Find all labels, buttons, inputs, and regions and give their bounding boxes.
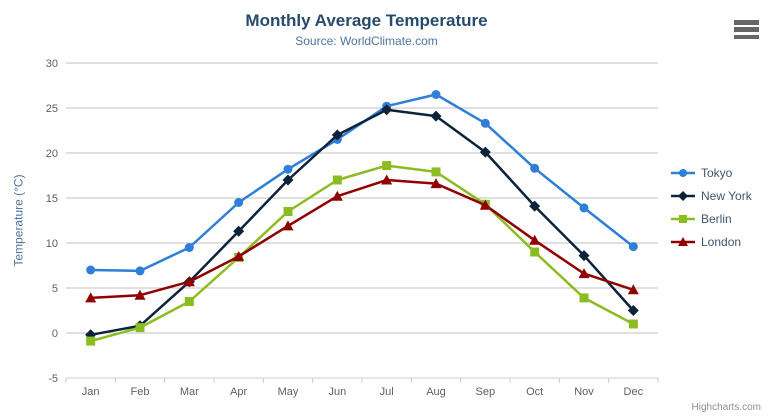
legend-marker-tokyo [671, 168, 695, 177]
export-menu-button[interactable] [734, 20, 759, 39]
legend-label-berlin: Berlin [701, 211, 732, 226]
y-tick-label: 25 [46, 103, 58, 115]
marker-triangle[interactable] [134, 289, 146, 300]
x-tick-label: Jun [328, 386, 346, 398]
marker-diamond[interactable] [678, 190, 688, 201]
marker-circle[interactable] [579, 203, 589, 213]
legend-marker-berlin [671, 214, 695, 223]
chart-subtitle: Source: WorldClimate.com [295, 34, 438, 48]
marker-triangle[interactable] [627, 284, 639, 295]
marker-triangle[interactable] [183, 276, 195, 287]
legend-item-tokyo[interactable]: Tokyo [671, 161, 752, 184]
marker-diamond[interactable] [381, 104, 393, 116]
marker-circle[interactable] [480, 118, 490, 128]
marker-triangle[interactable] [578, 268, 590, 279]
series-line-tokyo [89, 93, 635, 273]
marker-triangle[interactable] [233, 251, 245, 261]
y-tick-label: -5 [48, 373, 58, 385]
y-tick-label: 15 [46, 193, 58, 205]
y-tick-label: 30 [46, 58, 58, 70]
legend: Tokyo New York Berlin London [671, 161, 752, 253]
marker-diamond[interactable] [578, 250, 590, 262]
marker-diamond[interactable] [627, 305, 639, 316]
marker-circle[interactable] [679, 168, 687, 177]
credits-link[interactable]: Highcharts.com [691, 402, 761, 413]
series-london [85, 174, 639, 303]
y-tick-label: 0 [52, 328, 58, 340]
y-tick-label: 20 [46, 148, 58, 160]
series-tokyo [86, 90, 638, 276]
series-line-berlin [89, 164, 635, 343]
marker-triangle[interactable] [381, 174, 393, 185]
x-tick-label: Nov [574, 386, 594, 398]
marker-triangle[interactable] [85, 292, 97, 303]
marker-diamond[interactable] [430, 110, 442, 122]
marker-circle[interactable] [135, 266, 145, 276]
marker-circle[interactable] [283, 164, 293, 174]
marker-square[interactable] [579, 293, 589, 303]
marker-square[interactable] [431, 167, 441, 177]
x-tick-label: Aug [426, 386, 446, 398]
marker-circle[interactable] [86, 265, 96, 275]
x-tick-label: Oct [526, 386, 543, 398]
legend-item-new-york[interactable]: New York [671, 184, 752, 207]
marker-diamond[interactable] [331, 129, 343, 141]
legend-item-berlin[interactable]: Berlin [671, 207, 752, 230]
x-tick-label: May [278, 386, 299, 398]
marker-diamond[interactable] [233, 225, 245, 237]
hamburger-icon [734, 34, 759, 39]
series-new-york [85, 104, 639, 341]
marker-square[interactable] [679, 214, 687, 223]
x-tick-label: Dec [624, 386, 644, 398]
marker-diamond[interactable] [529, 200, 541, 212]
marker-triangle[interactable] [529, 234, 541, 245]
x-tick-label: Apr [230, 386, 247, 398]
marker-circle[interactable] [431, 90, 441, 99]
marker-circle[interactable] [628, 242, 638, 252]
x-tick-label: Mar [180, 386, 199, 398]
marker-square[interactable] [628, 319, 638, 329]
legend-marker-london [671, 236, 695, 246]
marker-triangle[interactable] [479, 199, 491, 210]
legend-label-tokyo: Tokyo [701, 165, 733, 180]
marker-square[interactable] [135, 323, 145, 333]
legend-item-london[interactable]: London [671, 230, 752, 253]
marker-triangle[interactable] [331, 190, 343, 201]
series-line-london [89, 178, 635, 300]
marker-triangle[interactable] [430, 178, 442, 189]
marker-square[interactable] [332, 175, 342, 185]
marker-diamond[interactable] [479, 146, 491, 158]
marker-triangle[interactable] [678, 236, 688, 246]
marker-circle[interactable] [530, 163, 540, 173]
x-tick-label: Feb [131, 386, 150, 398]
marker-square[interactable] [283, 207, 293, 216]
y-axis-title: Temperature (°C) [11, 174, 26, 267]
series-line-new-york [89, 108, 635, 337]
chart-title: Monthly Average Temperature [245, 11, 488, 30]
marker-square[interactable] [184, 297, 194, 306]
legend-label-london: London [701, 234, 742, 249]
marker-circle[interactable] [184, 243, 194, 252]
marker-diamond[interactable] [282, 174, 294, 186]
hamburger-icon [734, 27, 759, 32]
marker-square[interactable] [530, 247, 540, 257]
x-tick-label: Jul [380, 386, 394, 398]
y-tick-label: 10 [46, 238, 58, 250]
x-tick-label: Sep [476, 386, 496, 398]
marker-triangle[interactable] [282, 220, 294, 231]
hamburger-icon [734, 20, 759, 25]
marker-square[interactable] [382, 161, 392, 171]
marker-square[interactable] [86, 336, 96, 346]
x-tick-label: Jan [82, 386, 100, 398]
marker-circle[interactable] [234, 198, 244, 207]
legend-marker-new-york [671, 190, 695, 201]
legend-label-new-york: New York [701, 188, 752, 203]
y-tick-label: 5 [52, 283, 58, 295]
